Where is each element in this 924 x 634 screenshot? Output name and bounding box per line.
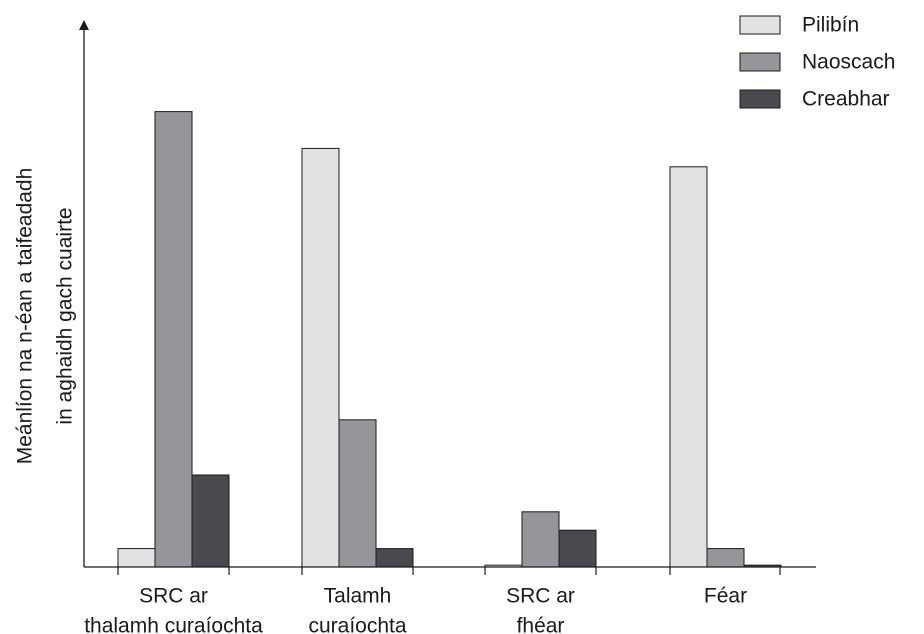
bar-naoscach-1 xyxy=(154,111,193,568)
category-label-2-line-2: curaíochta xyxy=(308,615,406,634)
category-label-3-line-1: SRC ar xyxy=(506,585,575,608)
bar-pilibín-4 xyxy=(669,166,708,568)
bar-creabhar-2 xyxy=(375,548,414,568)
bar-naoscach-4 xyxy=(706,548,745,568)
bar-creabhar-3 xyxy=(558,529,597,568)
y-axis-label-line-2: in aghaidh gach cuairte xyxy=(54,207,77,424)
bar-pilibín-2 xyxy=(301,147,340,568)
legend-label-pilibín: Pilibín xyxy=(802,14,859,37)
legend-label-creabhar: Creabhar xyxy=(802,88,890,111)
legend-label-naoscach: Naoscach xyxy=(802,51,895,74)
bar-naoscach-3 xyxy=(521,511,560,568)
bar-pilibín-1 xyxy=(117,548,156,568)
category-label-3-line-2: fhéar xyxy=(517,615,565,634)
legend: Pilibín Naoscach Creabhar xyxy=(739,14,895,111)
bars-group xyxy=(117,111,782,568)
y-axis-label-line-1: Meánlíon na n-éan a taifeadadh xyxy=(14,168,37,465)
bar-creabhar-1 xyxy=(191,474,230,568)
category-labels: SRC ar thalamh curaíochta Talamh curaíochta… xyxy=(84,585,747,634)
category-label-1-line-1: SRC ar xyxy=(139,585,208,608)
bar-naoscach-2 xyxy=(338,419,377,568)
axes-group xyxy=(79,20,816,575)
legend-swatch-pilibín xyxy=(739,15,781,35)
category-label-4-line-1: Féar xyxy=(704,585,747,608)
category-label-1-line-2: thalamh curaíochta xyxy=(84,615,263,634)
legend-swatch-creabhar xyxy=(739,89,781,109)
category-label-2-line-1: Talamh xyxy=(324,585,392,608)
y-axis-label: Meánlíon na n-éan a taifeadadh in aghaid… xyxy=(14,168,77,465)
y-axis-arrow-icon xyxy=(79,20,89,30)
legend-swatch-naoscach xyxy=(739,52,781,72)
